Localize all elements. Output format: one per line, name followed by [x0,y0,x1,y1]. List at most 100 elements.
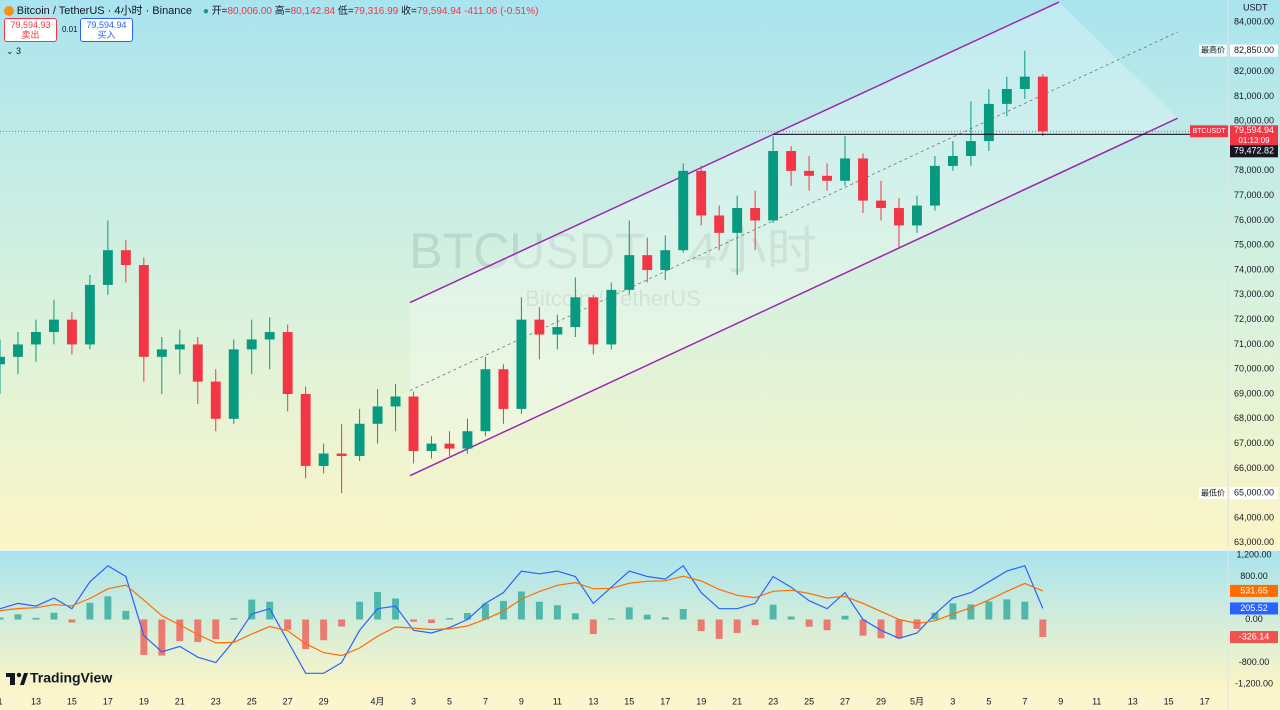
candle-body [390,396,401,407]
macd-histogram-bar [715,619,723,639]
macd-histogram-bar [823,619,831,631]
macd-histogram-bar [248,599,256,620]
y-tick-label: 74,000.00 [1234,264,1274,274]
macd-y-tick-label: -800.00 [1239,657,1270,667]
logo-mark [16,672,22,678]
x-tick-label: 3 [950,696,955,706]
macd-tag: 205.52 [1240,603,1268,613]
candle-body [210,381,221,419]
macd-histogram-bar [410,619,417,622]
macd-histogram-bar [697,619,705,632]
x-tick-label: 27 [840,696,850,706]
macd-histogram-bar [877,619,885,639]
macd-histogram-bar [302,619,310,650]
extreme-value: 82,850.00 [1234,45,1274,55]
candle-body [768,151,779,221]
candle-body [624,255,635,290]
y-tick-label: 78,000.00 [1234,165,1274,175]
y-tick-label: 70,000.00 [1234,364,1274,374]
currency-label: USDT [1243,2,1268,12]
macd-histogram-bar [535,601,543,620]
x-tick-label: 9 [1058,696,1063,706]
macd-histogram-bar [464,613,471,620]
macd-histogram-bar [86,602,94,620]
x-tick-label: 17 [660,696,670,706]
x-tick-label: 11 [1092,696,1101,706]
candle-body [732,208,743,233]
candle-body [534,319,545,335]
y-tick-label: 77,000.00 [1234,190,1274,200]
macd-y-tick-label: 800.00 [1240,571,1268,581]
macd-tag-bg [1230,584,1278,597]
sell-button[interactable]: 79,594.93 卖出 [4,18,57,42]
candle-body [426,443,437,452]
x-tick-label: 19 [696,696,706,706]
hline-tag-bg [1230,145,1278,158]
candle-body [858,158,868,201]
x-tick-label: 17 [1200,696,1210,706]
macd-histogram-bar [122,610,130,620]
candle-body [480,369,491,432]
indicators-count: 3 [16,46,22,56]
candle-body [13,344,23,357]
macd-histogram-bar [338,619,346,627]
macd-histogram-bar [913,619,921,629]
x-tick-label: 17 [103,696,113,706]
x-tick-label: 23 [768,696,778,706]
candle-body [444,443,455,449]
header-row: Bitcoin / TetherUS · 4小时 · Binance ● 开=8… [4,2,538,18]
macd-y-tick-label: 1,200.00 [1236,549,1271,559]
y-tick-label: 64,000.00 [1234,512,1274,522]
candle-body [822,175,833,181]
symbol-tag: BTCUSDT [1192,128,1226,135]
macd-histogram-bar [805,619,813,627]
candle-body [516,319,527,409]
buy-price: 79,594.94 [86,20,127,30]
symbol[interactable]: Bitcoin / TetherUS · 4小时 · Binance [16,5,193,17]
candle-body [552,327,563,335]
macd-histogram-bar [0,617,4,620]
macd-histogram-bar [553,605,561,620]
logo-mark [20,673,28,685]
indicators-toggle[interactable]: ⌄ 3 [6,46,22,56]
macd-histogram-bar [230,618,238,620]
macd-histogram-bar [949,603,957,620]
candle-body [408,396,419,452]
macd-tag-bg [1230,602,1278,615]
logo-text: TradingView [30,670,112,686]
spread: 0.01 [62,25,78,34]
countdown: 01:13:09 [1238,136,1270,145]
x-tick-label: 13 [31,696,41,706]
buy-button[interactable]: 79,594.94 买入 [80,18,133,42]
change: -411.06 (-0.51%) [464,6,539,17]
macd-histogram-bar [14,614,22,620]
macd-histogram-bar [266,601,274,620]
x-tick-label: 15 [1164,696,1174,706]
x-tick-label: 1 [0,696,3,706]
extreme-label: 最低价 [1201,487,1225,497]
candle-body [31,332,41,345]
y-tick-label: 82,000.00 [1234,66,1274,76]
x-tick-label: 25 [247,696,257,706]
candle-body [1001,89,1012,104]
y-tick-label: 72,000.00 [1234,314,1274,324]
candle-body [48,319,59,333]
extreme-value-bg [1230,44,1278,57]
macd-histogram-bar [661,617,669,620]
y-tick-label: 63,000.00 [1234,537,1274,547]
candle-body [929,165,940,206]
symbol-icon [4,6,14,17]
macd-histogram-bar [68,619,76,623]
candle-body [498,369,509,409]
x-tick-label: 21 [175,696,185,706]
macd-histogram-bar [428,619,435,624]
macd-histogram-bar [733,619,741,633]
candle-body [264,332,275,340]
candle-body [840,158,850,181]
ohlc-value: 79,316.99 [353,6,399,17]
candle-body [947,155,958,166]
x-tick-label: 29 [876,696,886,706]
macd-histogram-bar [931,612,939,620]
